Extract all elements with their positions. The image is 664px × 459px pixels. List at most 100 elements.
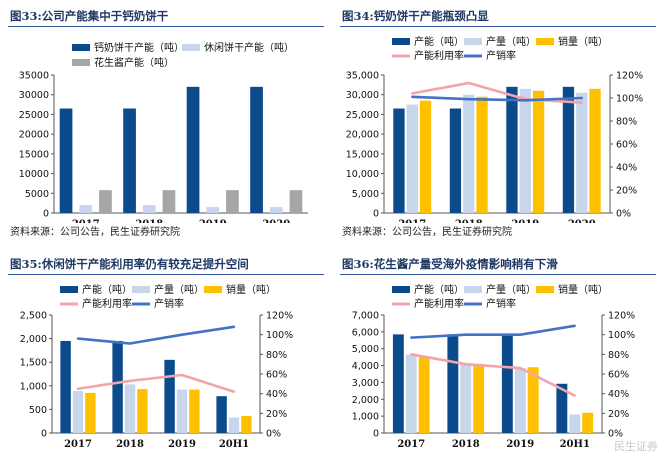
legend-item: 产销率 xyxy=(464,49,516,62)
bar xyxy=(418,356,430,433)
legend-swatch xyxy=(464,286,482,293)
bar xyxy=(527,367,539,433)
legend-label: 花生酱产能（吨） xyxy=(94,56,174,69)
y-tick-label: 2,000 xyxy=(352,395,379,406)
legend-swatch xyxy=(536,38,554,45)
y-tick-label: 15000 xyxy=(19,149,49,160)
y2-tick-label: 40% xyxy=(266,389,287,400)
bar xyxy=(289,190,303,213)
bar xyxy=(112,340,123,433)
line-point xyxy=(580,101,583,104)
x-tick-label: 2018 xyxy=(116,439,144,450)
legend-item: 产能（吨） xyxy=(392,283,464,296)
legend-label: 产能（吨） xyxy=(414,35,464,48)
y-tick-label: 35,000 xyxy=(346,71,379,82)
y2-tick-label: 0% xyxy=(616,209,631,220)
legend-label: 钙奶饼干产能（吨） xyxy=(94,41,184,54)
line-point xyxy=(464,362,467,366)
x-tick-label: 2018 xyxy=(452,439,480,450)
legend-swatch xyxy=(464,38,482,45)
chart-34: 产能（吨） 产量（吨） 销量（吨） 产能利用率 产销率 0 5,000 10,000 15,00… xyxy=(346,35,643,230)
y2-tick-label: 120% xyxy=(266,311,293,322)
y-tick-label: 25000 xyxy=(19,110,49,121)
y2-tick-label: 20% xyxy=(608,409,629,420)
bar xyxy=(589,88,601,213)
bar xyxy=(519,88,531,213)
legend-label: 产销率 xyxy=(154,297,184,310)
line-point xyxy=(467,97,470,101)
legend-label: 休闲饼干产能（吨） xyxy=(204,41,294,54)
chart-panel-36: 图36:花生酱产量受海外疫情影响稍有下滑 产能（吨） 产量（吨） 销量（吨） 产能利用… xyxy=(340,254,656,459)
x-tick-label: 2019 xyxy=(199,219,227,223)
line-point xyxy=(524,99,527,102)
series-line xyxy=(77,325,235,345)
legend-item: 钙奶饼干产能（吨） xyxy=(72,41,184,54)
bar xyxy=(250,86,263,213)
bar xyxy=(269,207,283,213)
y-tick-label: 10000 xyxy=(19,169,49,180)
y2-tick-label: 0% xyxy=(266,429,281,440)
y-tick-label: 1,000 xyxy=(20,381,47,392)
bar xyxy=(532,90,545,213)
y-tick-label: 2,000 xyxy=(20,334,47,345)
y-tick-label: 500 xyxy=(29,405,47,416)
y-tick-label: 35000 xyxy=(19,71,49,82)
line-point xyxy=(76,337,80,340)
bar xyxy=(576,92,588,213)
y-tick-label: 5000 xyxy=(25,189,49,200)
y-tick-label: 0 xyxy=(373,429,379,440)
y2-tick-label: 20% xyxy=(266,409,287,420)
bar xyxy=(473,363,485,433)
legend-item: 产能（吨） xyxy=(60,283,132,296)
source-note: 资料来源：公司公告，民生证券研究院 xyxy=(342,227,512,238)
line-point xyxy=(128,379,132,383)
y-tick-label: 4,000 xyxy=(352,361,379,372)
bar xyxy=(142,205,156,213)
legend-item: 产能利用率 xyxy=(60,297,132,310)
chart-panel-34: 图34:钙奶饼干产能瓶颈凸显 产能（吨） 产量（吨） 销量（吨） 产能利用率 产销率 0 5… xyxy=(340,6,656,230)
legend-swatch xyxy=(132,286,150,293)
legend-label: 产量（吨） xyxy=(154,283,204,296)
y2-tick-label: 100% xyxy=(608,330,635,341)
bar xyxy=(189,389,200,433)
x-tick-label: 20H1 xyxy=(219,439,249,450)
legend-swatch xyxy=(204,286,222,293)
line-point xyxy=(411,95,414,99)
bar xyxy=(85,392,96,433)
line-point xyxy=(232,390,236,393)
line-point xyxy=(128,342,132,345)
y2-tick-label: 40% xyxy=(616,163,637,174)
line-point xyxy=(519,333,522,336)
bar xyxy=(176,389,188,433)
y-tick-label: 30,000 xyxy=(346,90,379,101)
legend-item: 产能利用率 xyxy=(392,49,464,62)
bar xyxy=(124,384,136,433)
y-tick-label: 0 xyxy=(373,209,379,220)
chart-36: 产能（吨） 产量（吨） 销量（吨） 产能利用率 产销率 0 1,000 2,000 3,000 4… xyxy=(352,283,635,450)
bar xyxy=(514,368,526,433)
bar xyxy=(59,108,73,213)
bar xyxy=(406,104,418,213)
bar xyxy=(392,334,404,433)
line-point xyxy=(573,394,576,397)
legend-item: 产量（吨） xyxy=(464,283,536,296)
chart-panel-33: 图33:公司产能集中于钙奶饼干 钙奶饼干产能（吨） 休闲饼干产能（吨） 花生酱产能（… xyxy=(8,6,324,230)
series-line xyxy=(411,353,576,397)
line-point xyxy=(180,333,184,336)
bar xyxy=(226,190,239,213)
legend-swatch xyxy=(60,286,78,293)
y-tick-label: 30000 xyxy=(19,90,49,101)
legend-label: 产能（吨） xyxy=(414,283,464,296)
legend-item: 产销率 xyxy=(132,297,184,310)
legend-item: 产能（吨） xyxy=(392,35,464,48)
legend-item: 销量（吨） xyxy=(204,283,276,296)
y-tick-label: 10,000 xyxy=(346,169,379,180)
watermark-logo: 民生证券 xyxy=(614,440,658,453)
bar xyxy=(556,383,568,433)
legend-swatch xyxy=(392,38,410,45)
bar xyxy=(562,86,575,213)
line-point xyxy=(519,366,522,370)
y2-tick-label: 120% xyxy=(616,71,643,82)
x-tick-label: 2019 xyxy=(168,439,196,450)
bar xyxy=(99,190,112,213)
